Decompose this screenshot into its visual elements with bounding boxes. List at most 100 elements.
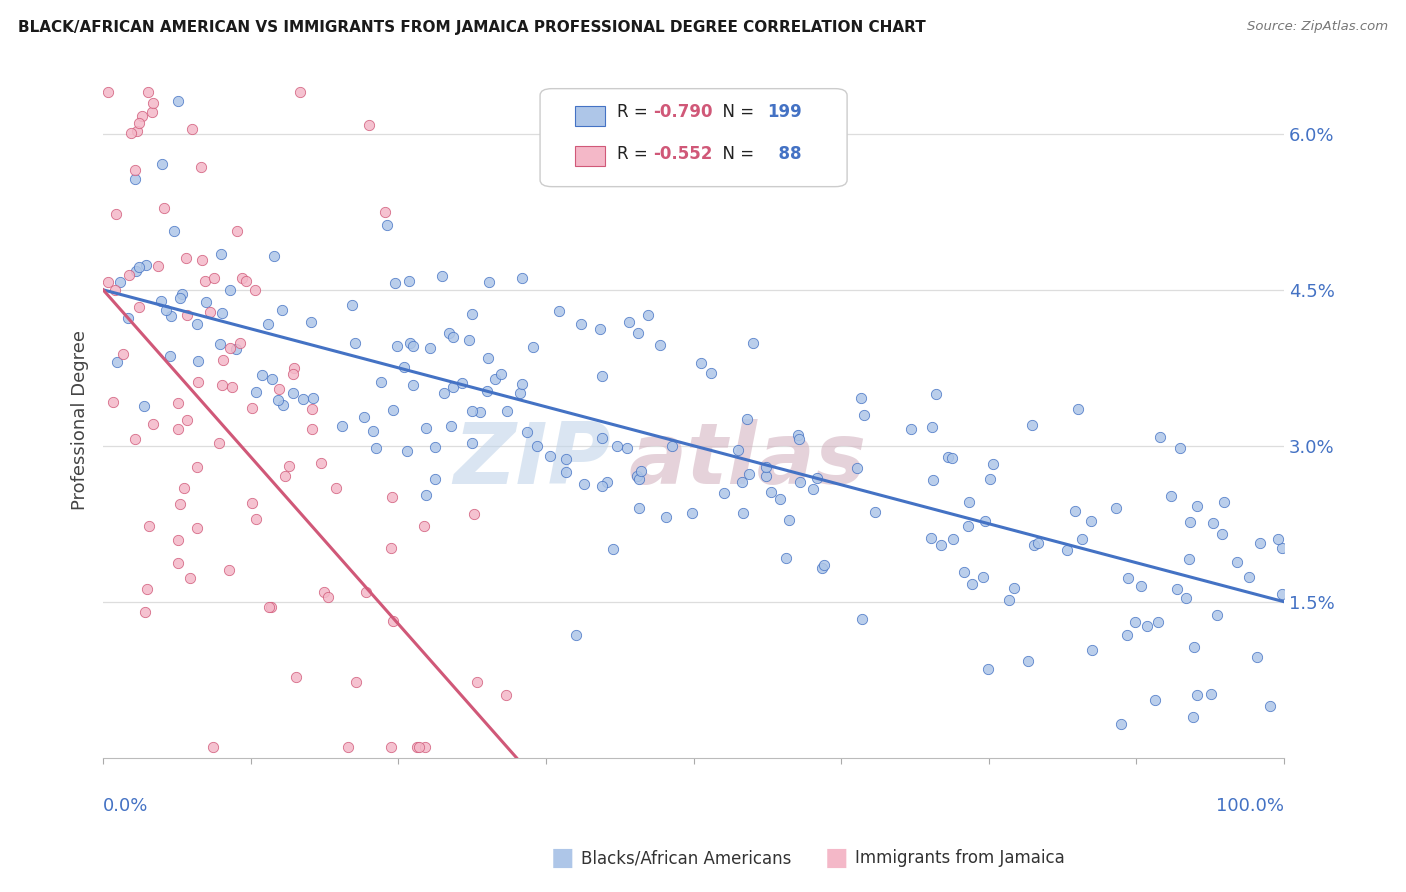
Point (142, 96, 165, 111)
Point (101, 395, 124, 409)
Point (787, 428, 810, 442)
Point (741, 336, 763, 351)
Point (336, 740, 359, 755)
Point (288, 85, 311, 99)
Point (941, 450, 963, 465)
Point (690, 356, 713, 370)
Point (208, 435, 231, 450)
Point (510, 271, 533, 285)
Point (1271, 586, 1294, 600)
Point (415, 488, 437, 502)
Point (340, 297, 363, 311)
Point (596, 475, 619, 490)
Point (1237, 570, 1260, 584)
Point (591, 479, 613, 493)
Point (929, 537, 952, 551)
Text: 199: 199 (766, 103, 801, 121)
Point (167, 95, 190, 109)
Point (554, 465, 576, 479)
Point (1105, 500, 1128, 515)
Point (364, 441, 387, 455)
Point (225, 342, 247, 356)
Point (761, 485, 783, 500)
Point (396, 444, 419, 458)
Point (277, 458, 299, 473)
Point (231, 270, 253, 285)
Point (240, 401, 263, 415)
Point (405, 740, 427, 755)
Point (402, 339, 425, 353)
Point (260, 371, 283, 385)
Point (1116, 571, 1139, 585)
Point (787, 432, 810, 446)
Point (1160, 489, 1182, 503)
Point (271, 303, 294, 318)
Point (851, 612, 873, 626)
Text: ZIP: ZIP (453, 419, 612, 502)
Point (591, 369, 613, 384)
Text: Blacks/African Americans: Blacks/African Americans (581, 849, 792, 867)
Point (981, 457, 1004, 471)
Point (221, 380, 243, 394)
Point (353, 409, 375, 424)
Point (401, 377, 423, 392)
Point (419, 341, 441, 355)
Point (522, 340, 544, 354)
Point (346, 674, 368, 689)
Point (344, 336, 367, 351)
Point (470, 405, 492, 419)
Point (423, 440, 446, 454)
Point (437, 326, 460, 340)
Point (1168, 441, 1191, 455)
Point (167, 556, 190, 570)
Point (97, 275, 120, 289)
Point (538, 449, 561, 463)
Point (392, 359, 415, 374)
Text: 88: 88 (766, 145, 801, 163)
Point (212, 353, 235, 368)
Point (125, 263, 148, 277)
Point (155, 303, 177, 318)
Point (191, 252, 214, 267)
Point (271, 398, 294, 412)
Point (475, 384, 498, 398)
Point (1226, 555, 1249, 569)
Point (398, 335, 420, 350)
Point (316, 590, 339, 604)
Point (569, 317, 592, 331)
Point (398, 274, 420, 288)
Point (274, 468, 297, 483)
Point (128, 260, 150, 274)
Point (359, 118, 381, 132)
Point (1081, 643, 1104, 657)
Point (309, 457, 332, 471)
Point (301, 422, 323, 436)
Point (186, 354, 208, 368)
Point (124, 172, 146, 186)
Point (430, 268, 453, 283)
Point (382, 615, 405, 629)
Point (547, 303, 569, 318)
Point (180, 122, 202, 136)
Point (209, 247, 232, 261)
Point (259, 600, 281, 615)
Point (219, 283, 242, 297)
Point (1180, 515, 1202, 529)
Point (627, 472, 650, 486)
Point (413, 740, 436, 755)
Point (477, 351, 499, 365)
Point (801, 483, 824, 497)
Point (461, 307, 484, 321)
Text: Source: ZipAtlas.com: Source: ZipAtlas.com (1247, 20, 1388, 33)
Point (713, 486, 735, 500)
Point (735, 412, 758, 426)
Text: ■: ■ (551, 847, 574, 870)
Point (384, 276, 406, 290)
Point (218, 562, 240, 576)
Point (1206, 607, 1229, 622)
Point (415, 421, 437, 435)
Point (117, 311, 139, 326)
Text: ■: ■ (825, 847, 848, 870)
Text: -0.790: -0.790 (654, 103, 713, 121)
Point (111, 347, 134, 361)
